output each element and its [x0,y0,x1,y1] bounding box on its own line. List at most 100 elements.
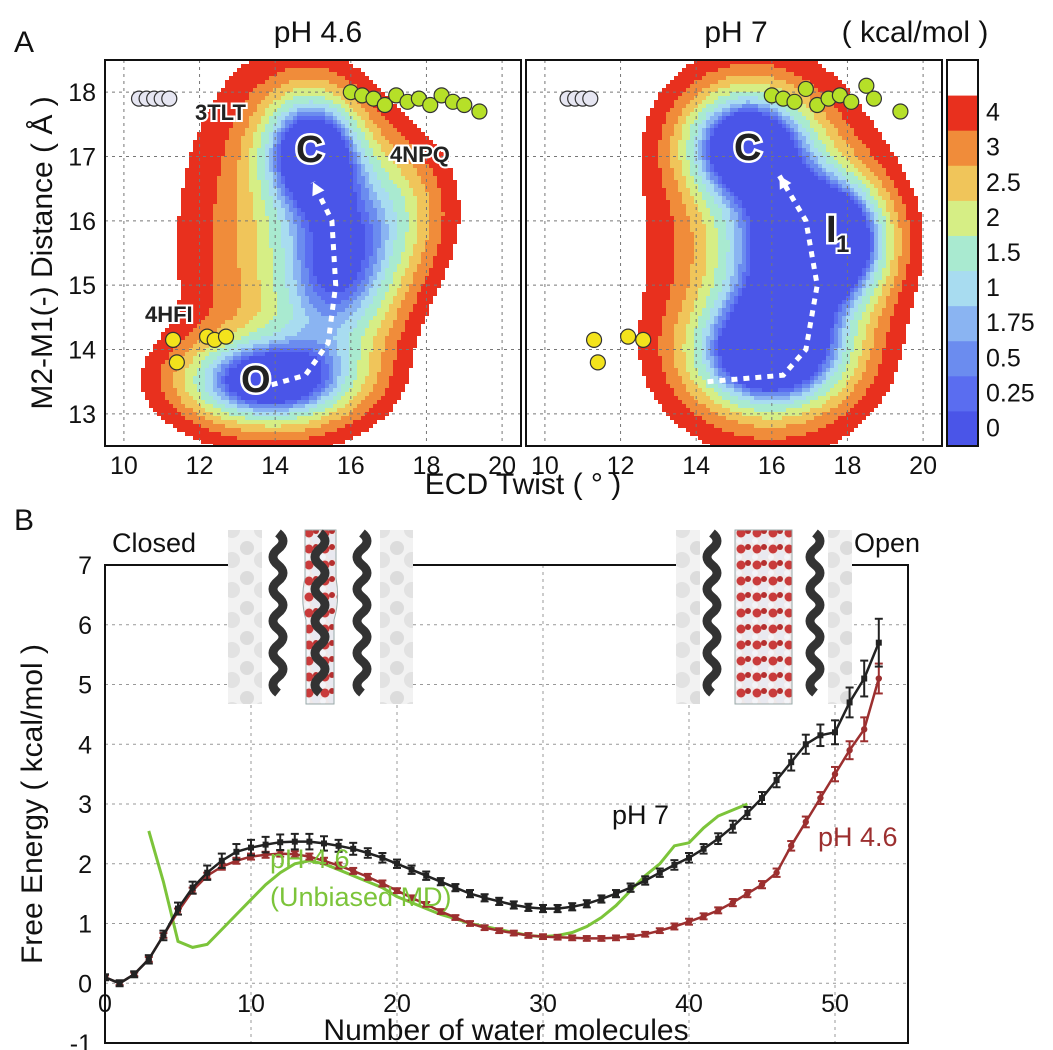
structure-point-4npq [892,103,909,120]
label-3tlt: 3TLT [195,100,246,125]
colorbar-swatch [947,200,978,236]
x-tick-label: 30 [529,990,557,1018]
colorbar-swatch [947,130,978,166]
data-point [759,795,765,802]
state-o-left: O [241,359,271,401]
colorbar-label: 1 [986,274,1000,302]
x-tick-label: 20 [488,452,516,480]
data-point [131,971,138,978]
panel-a-grid [105,60,942,446]
data-point [175,905,181,912]
data-point [160,932,167,939]
structure-point-4npq [865,90,883,107]
colorbar-swatch [947,375,978,412]
data-point [321,840,327,847]
data-point [627,884,634,891]
data-point [452,914,459,921]
y-tick-label: 0 [78,970,92,998]
data-point [715,907,722,914]
data-point [423,872,430,879]
open-pore-inset [676,529,852,705]
y-tick-label: 14 [68,337,96,365]
structure-point-4npq [843,93,860,110]
data-point [510,929,517,937]
panel-a-left-title: pH 4.6 [274,16,362,49]
data-point [656,869,663,876]
data-point [379,880,386,887]
data-point [671,923,678,930]
label-4npq: 4NPQ [390,142,450,167]
colorbar-frame [946,59,979,447]
data-point [408,866,415,873]
state-i-right: I [826,209,837,251]
data-point [437,878,444,885]
y-tick-label: 7 [78,552,92,580]
data-point [715,835,722,842]
data-point [379,854,386,861]
colorbar-label: 2.5 [986,169,1021,197]
structure-point-3tlt [582,90,599,107]
x-tick-label: 12 [607,452,635,480]
heatmap-ph46 [105,60,521,446]
label-unbiased-2: (Unbiased MD) [270,882,452,912]
data-point [729,823,736,830]
panel-a-left-frame [104,59,522,447]
data-point [306,838,313,845]
data-point [598,935,605,942]
x-tick-label: 14 [261,452,289,480]
data-point [831,770,839,778]
data-point [642,877,649,884]
panel-a-xlabel: ECD Twist ( ° ) [425,468,621,501]
data-point [496,927,503,934]
data-point [758,881,766,888]
state-i-subscript: 1 [836,231,849,258]
data-point [729,899,736,906]
data-point [802,741,809,748]
y-tick-label: 2 [78,851,92,879]
structure-point-4hfi [620,328,637,345]
data-point [700,913,707,920]
data-point [306,853,313,860]
data-point [364,873,371,881]
data-point [744,809,751,816]
structure-point-4npq [797,80,814,98]
crystal-structure-points [130,77,909,371]
path-arrowhead [312,182,325,197]
y-tick-label: -1 [70,1030,92,1050]
label-4hfi: 4HFI [145,302,193,327]
data-point [105,974,108,981]
colorbar-unit: ( kcal/mol ) [842,16,989,49]
data-point [525,932,532,939]
data-point [612,934,620,942]
data-point [802,818,809,826]
path-arrowhead [779,175,792,190]
data-point [846,747,853,754]
structure-point-4npq [376,96,393,114]
data-point [423,901,430,908]
structure-point-4hfi [635,331,652,348]
data-point [496,898,503,905]
structure-point-4npq [422,96,439,114]
data-point [539,933,547,940]
structure-point-3tlt [161,90,178,107]
data-point [291,850,298,858]
data-point [189,884,196,891]
data-point [540,905,546,912]
colorbar-swatch [947,95,978,131]
panel-a-ticks: 10 12 14 16 18 20 10 12 14 16 18 20 13 14 15 16 17 18 [68,79,937,480]
state-c-left: C [296,129,323,171]
structure-point-4hfi [589,354,606,371]
x-tick-label: 18 [834,452,862,480]
transition-path [707,174,820,385]
data-point [437,908,444,915]
data-point [686,854,692,861]
data-point [408,894,415,902]
data-point [320,857,328,864]
colorbar-swatch [947,60,978,96]
x-tick-label: 10 [110,452,138,480]
data-point [525,904,532,911]
data-point [583,900,590,907]
data-point [627,933,634,940]
y-tick-label: 4 [78,731,92,759]
